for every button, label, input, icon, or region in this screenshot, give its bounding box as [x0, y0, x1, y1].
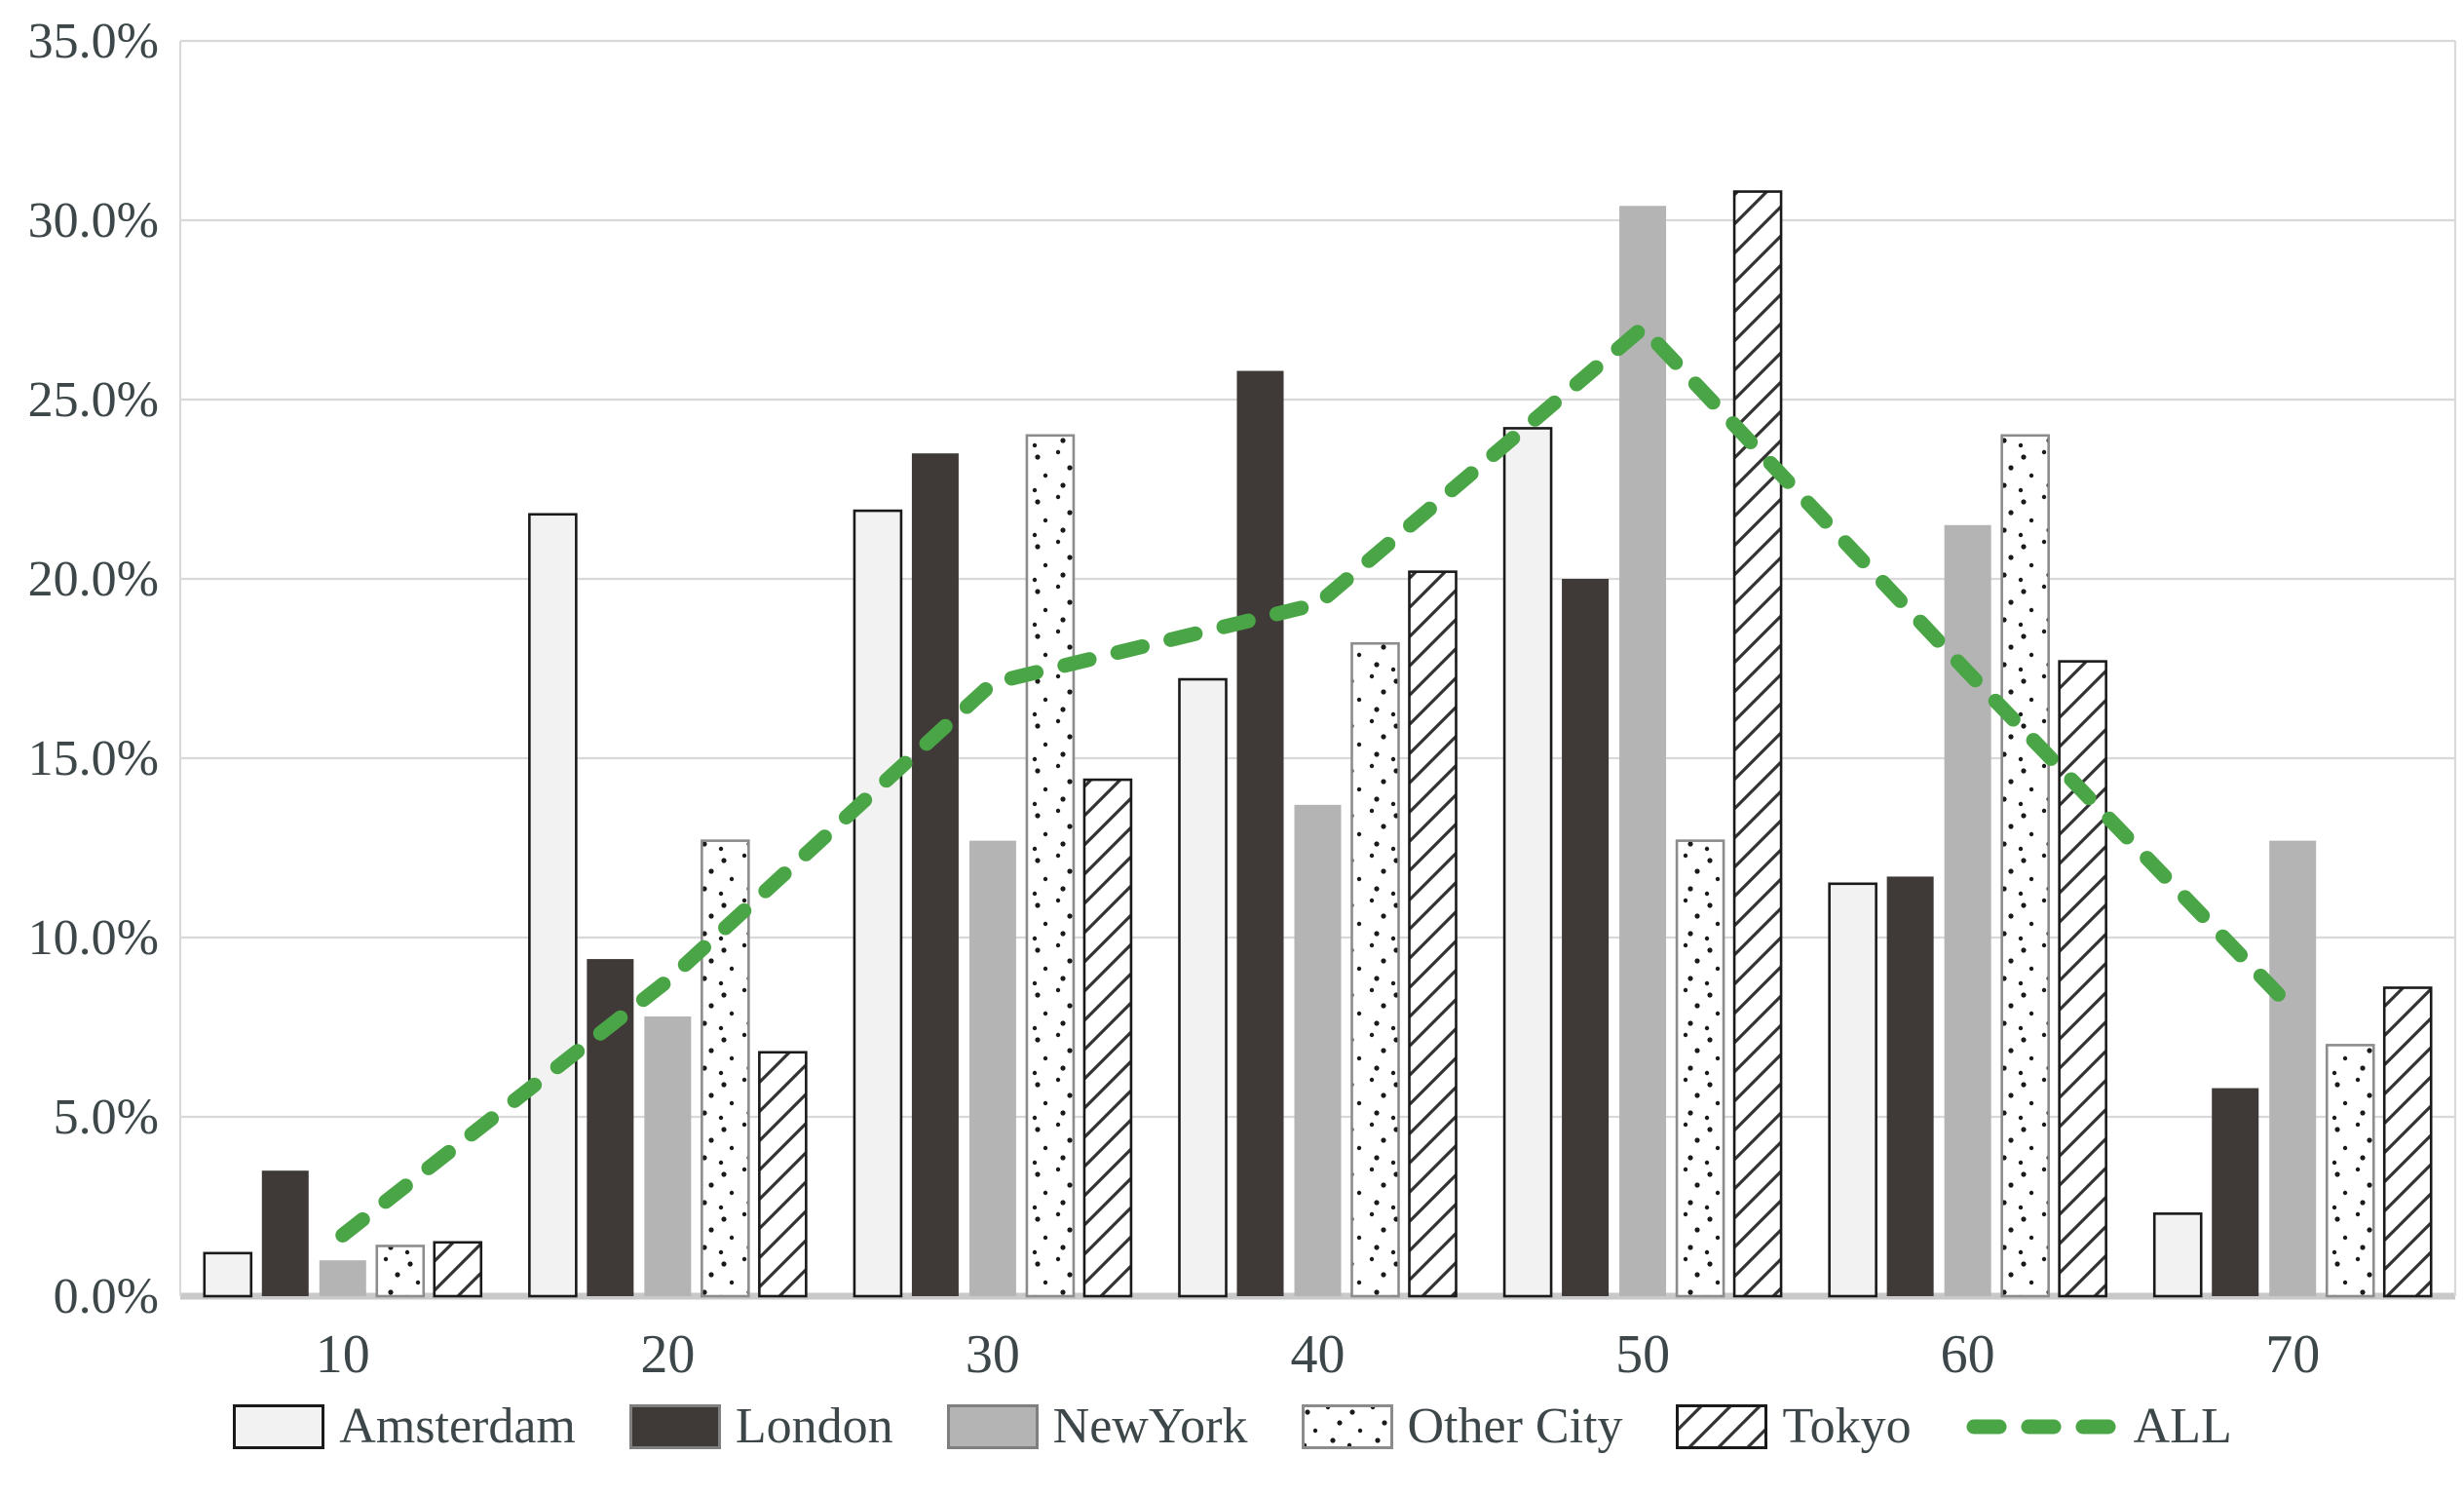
x-tick-label: 60: [1941, 1324, 1995, 1385]
bar: [1562, 579, 1610, 1296]
bar: [1619, 206, 1667, 1296]
bar: [2212, 1088, 2259, 1296]
bar: [644, 1015, 692, 1296]
x-tick-label: 10: [316, 1324, 370, 1385]
y-tick-label: 0.0%: [54, 1269, 159, 1324]
y-tick-label: 35.0%: [28, 14, 159, 69]
y-tick-label: 5.0%: [54, 1090, 159, 1145]
tokyo-swatch-icon: [1675, 1403, 1768, 1450]
legend-label: Tokyo: [1782, 1398, 1912, 1454]
legend-label: NewYork: [1052, 1398, 1248, 1454]
series-amsterdam-bars: [203, 427, 2203, 1298]
legend-label: ALL: [2133, 1398, 2232, 1454]
legend-item-london: London: [628, 1401, 893, 1452]
bar: [1732, 190, 1783, 1298]
bar: [375, 1245, 426, 1298]
bar: [1236, 370, 1284, 1296]
bar: [2152, 1212, 2203, 1298]
bar: [911, 453, 959, 1296]
series-london-bars: [261, 370, 2259, 1296]
bar: [2269, 840, 2317, 1296]
legend-label: London: [735, 1398, 893, 1454]
legend: Amsterdam London NewYork Other City Toky…: [0, 1401, 2464, 1452]
bar: [2382, 986, 2433, 1298]
legend-item-other-city: Other City: [1301, 1398, 1623, 1454]
bar: [853, 509, 903, 1298]
y-tick-label: 20.0%: [28, 552, 159, 607]
bar: [2058, 660, 2107, 1298]
y-tick-label: 15.0%: [28, 731, 159, 786]
bar: [261, 1170, 309, 1296]
bar: [1944, 524, 1991, 1296]
bar: [758, 1051, 808, 1298]
legend-label: Other City: [1407, 1398, 1623, 1454]
y-axis-labels: 0.0% 5.0% 10.0% 15.0% 20.0% 25.0% 30.0% 35.0%: [28, 14, 159, 1324]
bar: [433, 1241, 483, 1298]
bar: [1828, 882, 1877, 1298]
x-tick-label: 40: [1291, 1324, 1346, 1385]
bar: [1408, 570, 1458, 1298]
bar: [1350, 641, 1400, 1298]
bar: [1502, 427, 1553, 1298]
y-tick-label: 10.0%: [28, 910, 159, 966]
legend-label: Amsterdam: [339, 1398, 576, 1454]
x-axis-labels: 10 20 30 40 50 60 70: [316, 1324, 2320, 1385]
bar: [968, 840, 1016, 1296]
series-other-city-bars: [375, 434, 2375, 1298]
bar: [1675, 839, 1725, 1298]
bar: [1025, 434, 1076, 1298]
other-city-swatch-icon: [1301, 1403, 1394, 1450]
bar: [319, 1260, 366, 1296]
london-swatch-icon: [628, 1403, 722, 1450]
x-tick-label: 50: [1615, 1324, 1670, 1385]
series-newyork-bars: [319, 206, 2317, 1296]
bar: [1886, 876, 1934, 1296]
bar: [1294, 804, 1342, 1296]
y-tick-label: 25.0%: [28, 372, 159, 428]
bar: [2000, 434, 2050, 1298]
bar: [2325, 1044, 2375, 1298]
bar: [1178, 677, 1228, 1298]
newyork-swatch-icon: [946, 1403, 1040, 1450]
y-tick-label: 30.0%: [28, 193, 159, 249]
legend-item-tokyo: Tokyo: [1675, 1398, 1912, 1454]
bar: [1082, 778, 1133, 1298]
amsterdam-swatch-icon: [232, 1403, 325, 1450]
x-tick-label: 30: [966, 1324, 1020, 1385]
all-line: [335, 320, 2300, 1243]
bar: [528, 513, 578, 1298]
bar: [203, 1251, 253, 1298]
legend-item-amsterdam: Amsterdam: [232, 1401, 576, 1452]
series-tokyo-bars: [433, 190, 2433, 1298]
x-tick-label: 70: [2265, 1324, 2320, 1385]
bar: [587, 959, 634, 1296]
x-tick-label: 20: [640, 1324, 695, 1385]
legend-item-all: ALL: [1964, 1401, 2232, 1452]
all-line-swatch-icon: [1964, 1403, 2120, 1450]
legend-item-newyork: NewYork: [946, 1401, 1248, 1452]
